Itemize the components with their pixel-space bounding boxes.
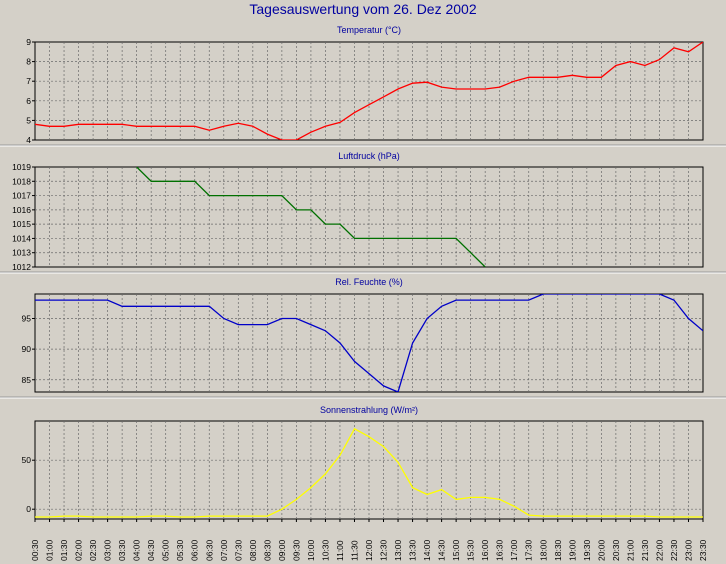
x-tick-label: 06:30 xyxy=(204,539,214,561)
x-tick-label: 17:00 xyxy=(509,539,519,561)
y-tick-label: 1016 xyxy=(12,205,31,215)
chart-panel-1: Temperatur (°C) 4 5 6 7 8 9 xyxy=(0,25,726,147)
y-tick-label: 85 xyxy=(22,375,32,385)
series-line xyxy=(35,42,703,140)
x-tick-label: 22:30 xyxy=(669,539,679,561)
chart-title: Temperatur (°C) xyxy=(337,25,401,35)
x-tick-label: 22:00 xyxy=(654,539,664,561)
x-tick-label: 08:00 xyxy=(248,539,258,561)
y-tick-label: 8 xyxy=(26,57,31,67)
x-tick-label: 18:30 xyxy=(553,539,563,561)
chart-panel-3: Rel. Feuchte (%) 85 90 95 xyxy=(0,277,726,399)
chart-panel-4: Sonnenstrahlung (W/m²) 0 50 xyxy=(22,405,704,520)
x-tick-label: 14:30 xyxy=(437,539,447,561)
x-tick-label: 16:30 xyxy=(495,539,505,561)
x-tick-label: 02:00 xyxy=(74,539,84,561)
x-tick-label: 23:00 xyxy=(683,539,693,561)
y-tick-label: 0 xyxy=(26,504,31,514)
y-tick-label: 50 xyxy=(22,455,32,465)
y-tick-label: 1013 xyxy=(12,248,31,258)
x-tick-label: 11:30 xyxy=(349,540,359,561)
x-tick-label: 10:30 xyxy=(320,539,330,561)
chart-panel-2: Luftdruck (hPa) 1012 1013 1014 1015 1016 1017 1… xyxy=(0,151,726,274)
y-tick-label: 90 xyxy=(22,344,32,354)
series-line xyxy=(35,294,703,392)
x-tick-label: 20:30 xyxy=(611,539,621,561)
x-tick-label: 01:30 xyxy=(59,539,69,561)
x-tick-label: 12:30 xyxy=(379,539,389,561)
x-tick-label: 07:00 xyxy=(219,539,229,561)
y-tick-label: 1018 xyxy=(12,176,31,186)
x-tick-label: 09:30 xyxy=(291,539,301,561)
x-tick-label: 12:00 xyxy=(364,539,374,561)
x-tick-label: 06:00 xyxy=(190,539,200,561)
x-tick-label: 21:30 xyxy=(640,539,650,561)
x-tick-label: 02:30 xyxy=(88,539,98,561)
x-tick-label: 18:00 xyxy=(538,539,548,561)
y-tick-label: 4 xyxy=(26,135,31,145)
x-axis: 00:30 01:00 01:30 02:00 02:30 03:00 03:30 04:00… xyxy=(30,519,708,561)
y-tick-label: 7 xyxy=(26,76,31,86)
x-tick-label: 05:00 xyxy=(161,539,171,561)
x-tick-label: 00:30 xyxy=(30,539,40,561)
y-tick-label: 1014 xyxy=(12,233,31,243)
x-tick-label: 03:30 xyxy=(117,539,127,561)
x-tick-label: 04:00 xyxy=(132,539,142,561)
x-tick-label: 15:00 xyxy=(451,539,461,561)
x-tick-label: 04:30 xyxy=(146,539,156,561)
x-tick-label: 08:30 xyxy=(262,539,272,561)
x-tick-label: 05:30 xyxy=(175,539,185,561)
x-tick-label: 14:00 xyxy=(422,539,432,561)
y-tick-label: 1015 xyxy=(12,219,31,229)
x-tick-label: 13:00 xyxy=(393,539,403,561)
x-tick-label: 17:30 xyxy=(524,539,534,561)
x-tick-label: 09:00 xyxy=(277,539,287,561)
x-tick-label: 13:30 xyxy=(408,539,418,561)
x-tick-label: 15:30 xyxy=(466,539,476,561)
y-tick-label: 9 xyxy=(26,37,31,47)
y-tick-label: 95 xyxy=(22,314,32,324)
x-tick-label: 10:00 xyxy=(306,539,316,561)
x-tick-label: 16:00 xyxy=(480,539,490,561)
series-line xyxy=(136,167,486,267)
x-tick-label: 19:00 xyxy=(567,539,577,561)
chart-title: Sonnenstrahlung (W/m²) xyxy=(320,405,418,415)
page-title: Tagesauswertung vom 26. Dez 2002 xyxy=(249,1,477,17)
y-tick-label: 1012 xyxy=(12,262,31,272)
x-tick-label: 21:00 xyxy=(625,539,635,561)
chart-title: Rel. Feuchte (%) xyxy=(335,277,403,287)
x-tick-label: 07:30 xyxy=(233,539,243,561)
y-tick-label: 6 xyxy=(26,96,31,106)
y-tick-label: 1017 xyxy=(12,191,31,201)
x-tick-label: 19:30 xyxy=(582,539,592,561)
chart-title: Luftdruck (hPa) xyxy=(338,151,400,161)
y-tick-label: 1019 xyxy=(12,162,31,172)
series-line xyxy=(35,427,703,518)
x-tick-label: 01:00 xyxy=(45,539,55,561)
x-tick-label: 03:00 xyxy=(103,539,113,561)
x-tick-label: 11:00 xyxy=(335,540,345,561)
y-tick-label: 5 xyxy=(26,115,31,125)
x-tick-label: 23:30 xyxy=(698,539,708,561)
x-tick-label: 20:00 xyxy=(596,539,606,561)
